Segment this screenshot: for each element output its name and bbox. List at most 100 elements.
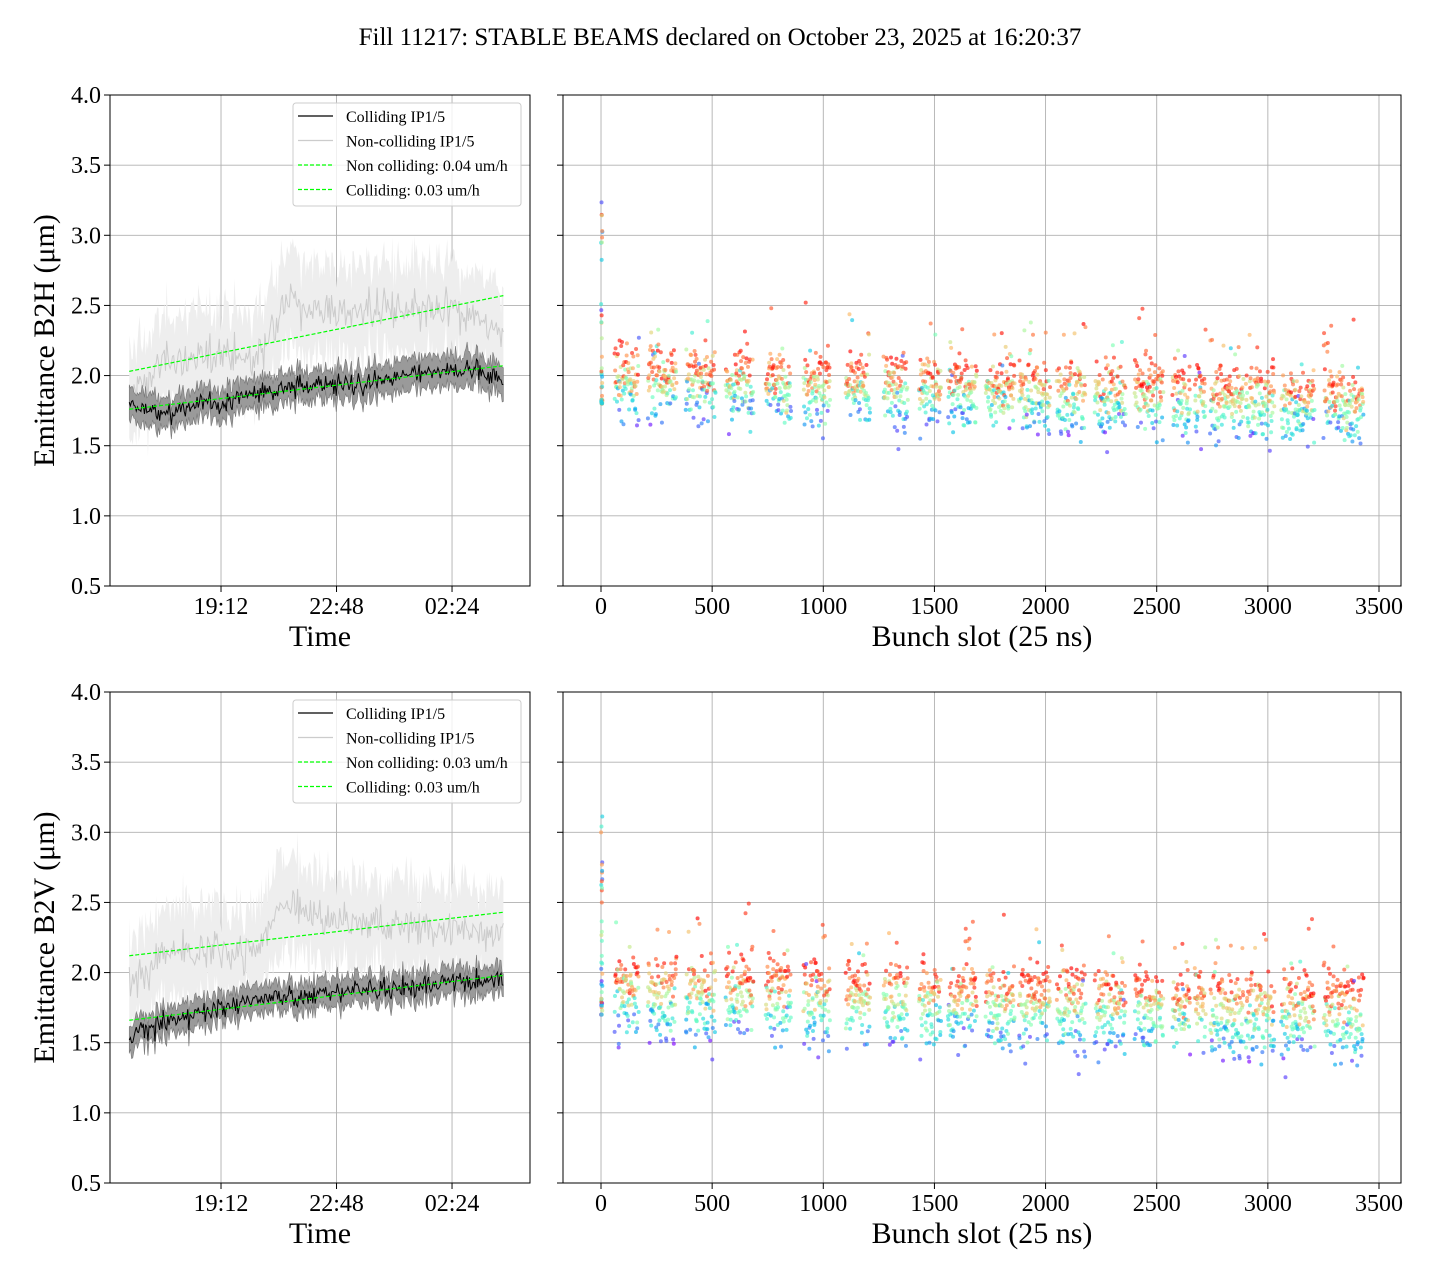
bunch-point — [894, 356, 899, 361]
bunch-point — [1268, 995, 1273, 1000]
bunch-point — [810, 388, 815, 393]
bunch-point — [1055, 982, 1060, 987]
legend-label: Colliding: 0.03 um/h — [346, 183, 480, 200]
bunch-point — [1219, 1016, 1224, 1021]
bunch-point — [1074, 396, 1079, 401]
bunch-point — [708, 1038, 713, 1043]
x-tick-label: 1000 — [799, 594, 847, 620]
bunch-point — [690, 388, 695, 393]
bunch-point — [963, 358, 968, 363]
bunch-point — [1148, 1043, 1153, 1048]
bunch-point — [1229, 990, 1234, 995]
bunch-point — [1356, 975, 1361, 980]
bunch-point — [897, 410, 902, 415]
bunch-point — [730, 969, 735, 974]
bunch-point — [894, 940, 899, 945]
bunch-point — [904, 360, 909, 365]
bunch-point — [1058, 974, 1063, 979]
bunch-point — [994, 1016, 999, 1021]
bunch-point — [600, 401, 605, 406]
bunch-point — [1250, 1034, 1255, 1039]
bunch-point — [1047, 979, 1052, 984]
bunch-point — [1210, 406, 1215, 411]
bunch-point — [1186, 987, 1191, 992]
bunch-point — [1185, 967, 1190, 972]
bunch-point — [1003, 975, 1008, 980]
bunch-point — [1111, 951, 1116, 956]
bunch-point — [612, 396, 617, 401]
bunch-point — [1011, 1004, 1016, 1009]
bunch-point — [1123, 1009, 1128, 1014]
bunch-point — [684, 347, 689, 352]
bunch-point — [1003, 1037, 1008, 1042]
bunch-point — [900, 1035, 905, 1040]
bunch-point — [1032, 993, 1037, 998]
bunch-point — [728, 990, 733, 995]
bunch-point — [648, 422, 653, 427]
bunch-point — [651, 365, 656, 370]
bunch-point — [822, 983, 827, 988]
bunch-point — [1287, 1014, 1292, 1019]
bunch-point — [1100, 976, 1105, 981]
bunch-point — [1119, 1009, 1124, 1014]
y-tick-label: 3.5 — [71, 153, 101, 179]
bunch-point — [1256, 1007, 1261, 1012]
bunch-point — [1094, 386, 1099, 391]
bunch-point — [826, 385, 831, 390]
bunch-point — [1296, 975, 1301, 980]
bunch-point — [1217, 366, 1222, 371]
bunch-point — [1213, 409, 1218, 414]
bunch-point — [1068, 1026, 1073, 1031]
bunch-point — [744, 394, 749, 399]
bunch-point — [969, 977, 974, 982]
bunch-point — [1062, 1010, 1067, 1015]
colliding-band — [128, 954, 504, 1059]
bunch-point — [599, 900, 604, 905]
bunch-point — [1111, 355, 1116, 360]
x-tick-label: 2500 — [1133, 594, 1181, 620]
bunch-point — [974, 1004, 979, 1009]
bunch-point — [808, 1023, 813, 1028]
bunch-point — [948, 340, 953, 345]
bunch-point — [956, 974, 961, 979]
bunch-point — [1284, 977, 1289, 982]
bunch-point — [1100, 422, 1105, 427]
bunch-point — [696, 424, 701, 429]
bunch-point — [786, 993, 791, 998]
bunch-point — [1267, 1006, 1272, 1011]
bunch-point — [658, 350, 663, 355]
bunch-point — [1285, 1035, 1290, 1040]
fit-line — [129, 365, 504, 410]
bunch-point — [816, 423, 821, 428]
bunch-point — [1255, 422, 1260, 427]
bunch-point — [1097, 1017, 1102, 1022]
bunch-point — [1232, 404, 1237, 409]
bunch-point — [851, 401, 856, 406]
bunch-point — [743, 969, 748, 974]
bunch-point — [725, 369, 730, 374]
bunch-point — [1286, 410, 1291, 415]
bunch-point — [956, 1021, 961, 1026]
bunch-point — [1343, 1005, 1348, 1010]
bunch-point — [1172, 945, 1177, 950]
bunch-point — [925, 990, 930, 995]
bunch-point — [655, 963, 660, 968]
axes-frame — [562, 691, 1402, 1184]
bunch-point — [1035, 1037, 1040, 1042]
bunch-point — [1112, 995, 1117, 1000]
bunch-point — [1102, 1013, 1107, 1018]
bunch-point — [1295, 1027, 1300, 1032]
bunch-point — [1094, 1040, 1099, 1044]
bunch-point — [633, 1030, 638, 1035]
bunch-point — [1115, 1011, 1120, 1016]
bunch-point — [1283, 1043, 1288, 1048]
bunch-point — [1035, 365, 1040, 370]
bunch-point — [963, 1043, 968, 1048]
bunch-point — [924, 402, 929, 407]
bunch-point — [784, 408, 789, 413]
bunch-point — [1227, 1006, 1232, 1011]
bunch-point — [811, 972, 816, 977]
bunch-point — [711, 405, 716, 410]
bunch-point — [961, 978, 966, 983]
bunch-point — [628, 972, 633, 977]
